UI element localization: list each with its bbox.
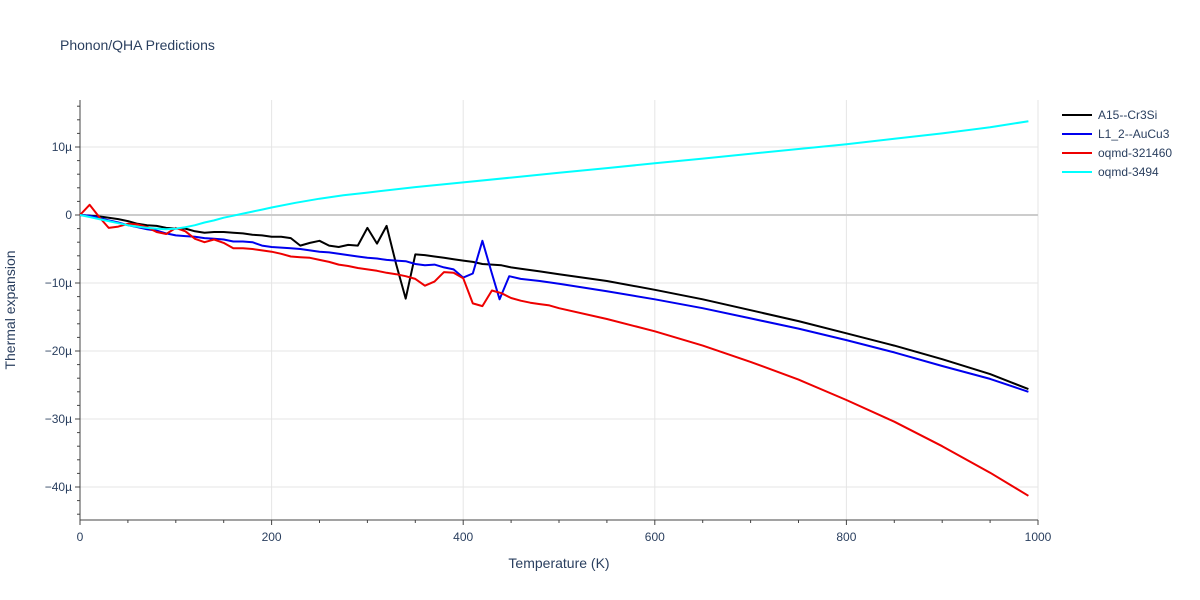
x-axis-title: Temperature (K) bbox=[508, 555, 609, 571]
y-tick-label: −10µ bbox=[45, 276, 72, 290]
legend-label: A15--Cr3Si bbox=[1098, 108, 1157, 122]
legend-label: oqmd-321460 bbox=[1098, 146, 1172, 160]
y-axis-title: Thermal expansion bbox=[2, 250, 18, 369]
legend-label: oqmd-3494 bbox=[1098, 165, 1159, 179]
series-layer bbox=[79, 120, 1029, 497]
x-tick-label: 0 bbox=[77, 530, 84, 544]
x-tick-label: 1000 bbox=[1025, 530, 1052, 544]
gridlines bbox=[80, 100, 1039, 520]
y-tick-label: 10µ bbox=[52, 140, 72, 154]
chart-title: Phonon/QHA Predictions bbox=[60, 37, 215, 53]
legend-item[interactable]: A15--Cr3Si bbox=[1062, 108, 1157, 122]
legend-label: L1_2--AuCu3 bbox=[1098, 127, 1170, 141]
x-tick-label: 800 bbox=[836, 530, 856, 544]
x-axis-ticks: 0 200 400 600 800 1000 bbox=[77, 520, 1052, 544]
legend-item[interactable]: oqmd-3494 bbox=[1062, 165, 1159, 179]
y-tick-label: 0 bbox=[65, 208, 72, 222]
x-tick-label: 600 bbox=[645, 530, 665, 544]
legend-item[interactable]: oqmd-321460 bbox=[1062, 146, 1172, 160]
y-tick-label: −30µ bbox=[45, 412, 72, 426]
x-tick-label: 400 bbox=[453, 530, 473, 544]
legend-item[interactable]: L1_2--AuCu3 bbox=[1062, 127, 1170, 141]
series-line-L1_2--AuCu3 bbox=[79, 214, 1029, 393]
y-tick-label: −20µ bbox=[45, 344, 72, 358]
y-axis-ticks: 10µ 0 −10µ −20µ −30µ −40µ bbox=[45, 105, 80, 515]
y-tick-label: −40µ bbox=[45, 480, 72, 494]
x-tick-label: 200 bbox=[262, 530, 282, 544]
series-line-oqmd-3494 bbox=[79, 120, 1029, 231]
series-line-A15--Cr3Si bbox=[79, 214, 1029, 391]
axes bbox=[79, 100, 1038, 521]
legend: A15--Cr3Si L1_2--AuCu3 oqmd-321460 oqmd-349… bbox=[1062, 108, 1172, 179]
